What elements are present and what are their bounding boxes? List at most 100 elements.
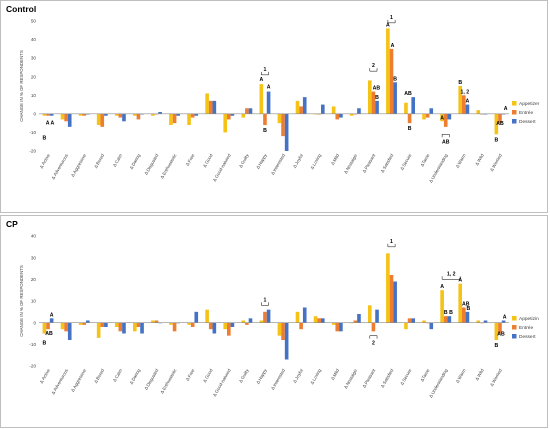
bar-dessert [122,113,126,122]
significance-annotation: B [467,306,471,312]
y-tick-label: -10 [29,130,36,135]
significance-annotation: B [263,128,267,134]
bar-entrée [317,318,321,323]
significance-annotation: AB [373,86,381,92]
significance-annotation: A [466,99,470,105]
bar-dessert [357,108,361,114]
significance-annotation: 1 [390,15,393,21]
bar-entrée [64,322,68,332]
category-label: Δ Wild [474,153,485,167]
bar-entrée [172,113,177,124]
significance-annotation: A [458,278,462,284]
bar-dessert [248,318,253,323]
bar-entrée [136,113,141,120]
bar-entrée [389,275,394,323]
bar-appetizin [458,283,462,323]
bar-appetizin [494,322,499,340]
category-label: Δ Joyful [292,153,304,169]
significance-annotation: A [386,22,390,28]
bar-appetizer [96,113,101,125]
category-label: Δ Happy [255,367,268,385]
bar-entrée [407,318,412,323]
bar-entrée [227,322,231,336]
bar-appetizin [368,305,372,323]
bar-dessert [429,322,434,330]
y-tick-label: -20 [29,149,36,154]
bar-dessert [357,314,361,323]
chart-title-control: Control [6,4,37,14]
bar-appetizer [368,80,372,114]
category-label: Δ Pleasant [361,152,376,173]
category-label: ΔTame [419,368,430,383]
bar-entrée [389,48,394,114]
bar-entrée [64,113,68,122]
category-label: Δ Mild [330,368,341,381]
bar-dessert [176,113,180,116]
bar-appetizin [476,320,481,323]
y-tick-label: 0 [33,320,36,325]
category-label: Δ Worried [489,368,503,388]
y-tick-label: 10 [31,93,37,98]
chart-title-cp: CP [6,219,18,229]
bar-dessert [248,108,253,114]
y-tick-label: 0 [33,111,36,116]
panel-control: Control CHANGE IN % OF RESPONDENTS -20 -10… [0,0,548,213]
category-label: Δ Active [39,153,52,170]
bar-dessert [194,113,199,116]
bar-dessert [411,97,415,114]
category-label: Δ Calm [112,368,124,383]
bar-appetizin [96,322,101,338]
category-label: Δ Good [202,153,214,169]
category-label: Δ Joyful [292,368,304,384]
bar-dessert [104,113,108,116]
bar-dessert [158,322,162,324]
legend-label: Dessert [519,119,536,125]
bar-dessert [266,309,271,323]
significance-annotation: A [50,312,54,318]
bar-dessert [266,91,271,114]
bar-dessert [501,320,506,323]
significance-annotation: A [267,85,271,91]
bar-entrée [172,322,177,332]
category-label: Δ Nostalgic [343,152,359,174]
bar-entrée [371,322,376,332]
bar-dessert [483,320,488,323]
bar-dessert [284,113,289,151]
category-label: Δ Active [39,368,52,385]
bar-appetizer [422,113,426,120]
bar-appetizer [259,84,264,114]
bar-appetizer [133,113,137,116]
bar-entrée [443,316,448,323]
bar-appetizer [187,113,191,125]
bar-dessert [375,309,379,323]
category-label: Δ Aggressive [70,153,87,178]
significance-annotation: B B [444,310,453,316]
bar-dessert [86,320,90,323]
legend-swatch [512,316,517,321]
legend-swatch [512,101,517,106]
significance-annotation: B [393,76,397,82]
bar-appetizin [151,320,155,323]
bar-dessert [429,108,434,114]
significance-annotation: A [503,315,507,321]
category-label: Δ Enthusiastic [159,152,178,179]
bar-dessert [104,322,108,327]
y-tick-label: 40 [31,37,37,42]
bar-appetizin [422,320,426,323]
significance-bracket [369,68,378,72]
significance-annotation: B [458,80,462,86]
legend-label: Dessert [519,334,536,340]
bar-entrée [100,113,105,127]
bar-dessert [465,311,470,323]
y-tick-label: 30 [31,255,37,260]
significance-annotation: B [43,136,47,142]
significance-annotation: 1, 2 [447,271,456,277]
significance-annotation: AB [404,91,412,97]
significance-bracket [387,243,396,248]
category-label: Δ Secure [399,153,413,171]
bar-dessert [176,322,180,324]
bar-entrée [136,322,141,327]
category-label: Δ Daring [129,153,142,171]
bar-entrée [498,322,502,334]
bar-dessert [393,281,397,323]
